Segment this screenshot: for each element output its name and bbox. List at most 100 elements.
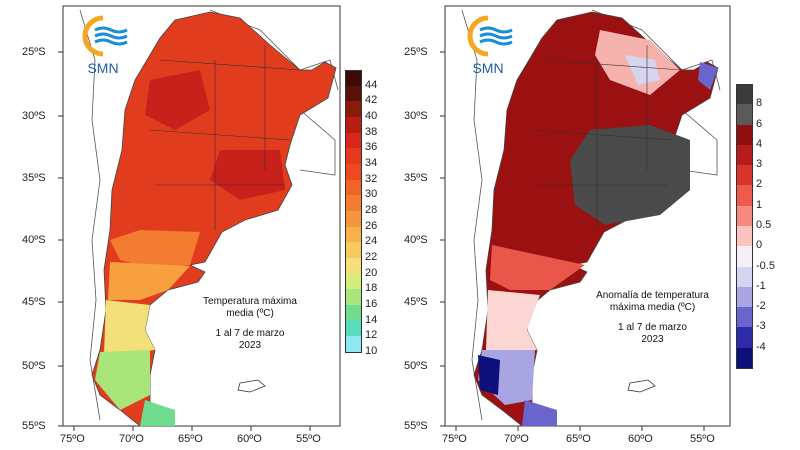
legend-label: 34 bbox=[365, 157, 378, 169]
lon-label: 65ºO bbox=[178, 433, 203, 445]
chile-outline bbox=[461, 9, 483, 421]
legend-label: 36 bbox=[365, 141, 378, 154]
legend-swatch bbox=[345, 101, 361, 118]
caption-line: Anomalía de temperatura bbox=[596, 290, 709, 301]
legend-label: -1 bbox=[756, 279, 766, 292]
lat-label: 40ºS bbox=[404, 234, 428, 246]
legend-swatch bbox=[736, 165, 752, 186]
legend-label: 8 bbox=[756, 97, 763, 110]
zone-patagonia-north bbox=[108, 262, 190, 300]
legend-swatch bbox=[345, 289, 361, 306]
legend-label: 2 bbox=[756, 178, 763, 191]
legend-swatch bbox=[736, 246, 752, 268]
lat-label: 35ºS bbox=[22, 172, 46, 184]
malvinas-right bbox=[627, 379, 656, 393]
lat-label: 55ºS bbox=[404, 420, 428, 432]
caption-line: 1 al 7 de marzo bbox=[618, 322, 687, 333]
right-map-caption: Anomalía de temperatura máxima media (ºC… bbox=[585, 290, 720, 346]
uruguay-outline bbox=[681, 109, 718, 176]
legend-swatch bbox=[345, 242, 361, 259]
legend-label: 42 bbox=[365, 94, 378, 107]
legend-label: 14 bbox=[365, 313, 378, 326]
zone-patagonia-south bbox=[95, 350, 150, 410]
left-axis-ticks bbox=[58, 51, 311, 431]
legend-swatch bbox=[345, 179, 361, 196]
left-map-panel: SMN 25ºS 30ºS 35ºS 40ºS 45ºS 50ºS 55ºS 7… bbox=[22, 5, 395, 445]
legend-border bbox=[345, 70, 362, 353]
legend-label: 10 bbox=[365, 345, 378, 357]
legend-swatch bbox=[736, 226, 752, 247]
legend-label: 4 bbox=[756, 137, 763, 150]
caption-line: 2023 bbox=[238, 340, 262, 351]
zone-anomaly-max bbox=[570, 125, 690, 225]
legend-swatch bbox=[736, 205, 752, 227]
left-map-caption: Temperatura máxima media (ºC) 1 al 7 de … bbox=[195, 296, 305, 352]
smn-logo-right: SMN bbox=[458, 12, 518, 82]
caption-line: 2023 bbox=[641, 334, 664, 345]
legend-label: -4 bbox=[756, 340, 766, 353]
lon-label: 75ºO bbox=[60, 433, 85, 445]
right-axis-ticks bbox=[440, 51, 705, 431]
lat-label: 45ºS bbox=[404, 296, 428, 308]
legend-swatch bbox=[736, 266, 752, 288]
zone-anomaly-low bbox=[486, 290, 540, 350]
right-legend: 8 6 4 3 2 1 0.5 0 -0.5 -1 -2 -3 -4 bbox=[736, 84, 796, 369]
legend-swatch bbox=[345, 70, 361, 87]
lat-label: 40ºS bbox=[22, 234, 46, 246]
lat-label: 50ºS bbox=[22, 360, 46, 372]
lon-label: 60ºO bbox=[628, 433, 653, 445]
left-legend: 44 42 40 38 36 34 32 30 28 26 24 22 20 18 16 14 12 10 bbox=[345, 70, 395, 360]
legend-label: 28 bbox=[365, 204, 378, 216]
legend-label: 6 bbox=[756, 117, 763, 130]
legend-label: 1 bbox=[756, 198, 763, 211]
legend-label: 18 bbox=[365, 282, 378, 295]
legend-swatch bbox=[736, 144, 752, 166]
zone-patagonia-mid bbox=[104, 300, 155, 355]
legend-label: 3 bbox=[756, 158, 763, 171]
lon-label: 70ºO bbox=[119, 433, 144, 445]
legend-swatch bbox=[736, 104, 752, 126]
legend-label: 0.5 bbox=[756, 219, 772, 231]
lat-label: 35ºS bbox=[404, 172, 428, 184]
legend-label: 40 bbox=[365, 110, 378, 122]
lon-label: 60ºO bbox=[237, 433, 262, 445]
legend-swatch bbox=[345, 305, 361, 322]
legend-swatch bbox=[736, 84, 752, 105]
legend-swatch bbox=[345, 336, 361, 353]
legend-swatch bbox=[736, 124, 752, 146]
legend-label: -3 bbox=[756, 320, 766, 333]
uruguay-outline bbox=[299, 109, 336, 176]
lat-label: 45ºS bbox=[22, 296, 46, 308]
legend-label: 20 bbox=[365, 266, 378, 279]
zone-northeast-cool bbox=[625, 55, 660, 85]
zone-hot-north bbox=[145, 70, 210, 130]
lat-label: 30ºS bbox=[404, 110, 428, 122]
zone-hot-east bbox=[210, 150, 285, 200]
lat-label: 25ºS bbox=[404, 46, 428, 58]
legend-swatch bbox=[345, 320, 361, 337]
lon-label: 55ºO bbox=[296, 433, 321, 445]
legend-label: 44 bbox=[365, 78, 378, 91]
zone-warm-south bbox=[110, 230, 200, 268]
lat-label: 50ºS bbox=[404, 360, 428, 372]
legend-swatch bbox=[736, 327, 752, 349]
left-map-canvas bbox=[58, 5, 341, 431]
legend-label: 26 bbox=[365, 219, 378, 232]
malvinas-left bbox=[237, 379, 266, 393]
legend-label: 12 bbox=[365, 329, 378, 342]
legend-swatch bbox=[345, 273, 361, 290]
province-lines-right bbox=[531, 45, 683, 230]
right-map-panel: SMN 25ºS 30ºS 35ºS 40ºS 45ºS 50ºS 55ºS 7… bbox=[400, 0, 800, 450]
legend-label: 16 bbox=[365, 298, 378, 310]
lon-label: 70ºO bbox=[504, 433, 529, 445]
legend-swatch bbox=[345, 195, 361, 212]
caption-line: media (ºC) bbox=[226, 308, 274, 319]
caption-line: 1 al 7 de marzo bbox=[215, 328, 285, 339]
province-lines-left bbox=[149, 45, 301, 230]
legend-swatch bbox=[736, 286, 752, 308]
legend-label: 0 bbox=[756, 239, 763, 252]
legend-swatch bbox=[345, 226, 361, 243]
legend-swatch bbox=[345, 258, 361, 275]
legend-label: -2 bbox=[756, 300, 766, 313]
lon-label: 65ºO bbox=[566, 433, 591, 445]
